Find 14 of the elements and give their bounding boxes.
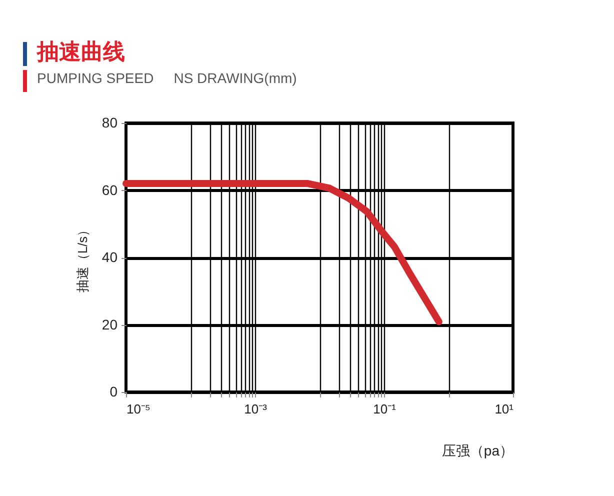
y-tick-label: 0 (110, 384, 118, 400)
x-axis-title: 压强（pa） (442, 442, 514, 458)
y-tick-label: 60 (102, 182, 118, 198)
x-tick-label: 10¹ (494, 402, 514, 416)
x-tick-label: 10⁻³ (244, 402, 268, 416)
y-tick-label: 80 (102, 114, 118, 130)
x-tick-label: 10⁻¹ (373, 402, 397, 416)
text: NS DRAWING(mm) (174, 70, 297, 86)
chart-subtitle: PUMPING SPEED (37, 70, 154, 86)
y-axis-title: 抽速（L/s） (74, 223, 90, 293)
x-tick-label: 10⁻⁵ (126, 402, 150, 416)
chart-title: 抽速曲线 (37, 40, 125, 66)
y-tick-label: 20 (102, 316, 118, 332)
y-tick-label: 40 (102, 249, 118, 265)
